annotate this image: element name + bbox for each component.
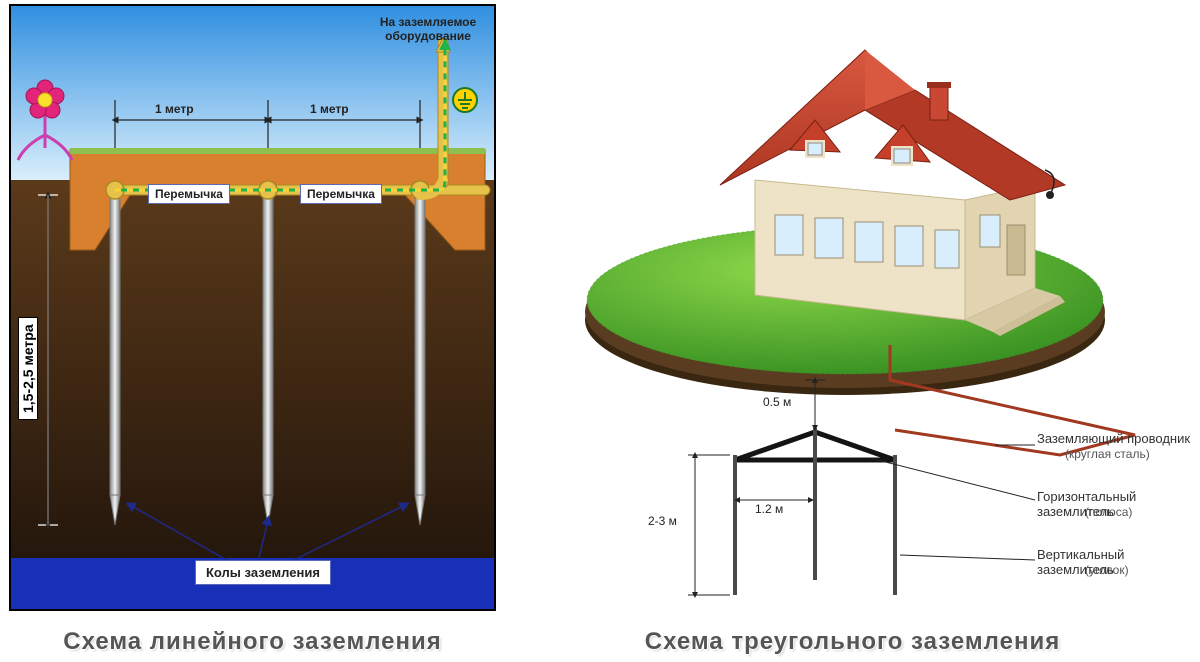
meter-label-2: 1 метр: [310, 102, 349, 116]
dim-label-23m: 2-3 м: [648, 514, 677, 528]
dim-stake: [688, 455, 730, 595]
stakes-label: Колы заземления: [195, 560, 331, 585]
jumper-label-1: Перемычка: [148, 184, 230, 204]
left-caption: Схема линейного заземления: [0, 628, 505, 656]
ground-symbol-icon: [453, 88, 477, 112]
meter-label-1: 1 метр: [155, 102, 194, 116]
house-icon: [720, 50, 1065, 336]
jumper-label-2: Перемычка: [300, 184, 382, 204]
linear-svg: [0, 0, 505, 620]
equipment-label: На заземляемое оборудование: [363, 15, 493, 43]
depth-label: 1,5-2,5 метра: [18, 317, 38, 420]
dim-label-12m: 1.2 м: [755, 502, 783, 516]
dim-label-05m: 0.5 м: [763, 395, 791, 409]
conductor-sub: (круглая сталь): [1065, 448, 1150, 462]
horiz-sub: (полоса): [1085, 506, 1132, 520]
conductor-label: Заземляющий проводник: [1037, 432, 1190, 447]
right-caption: Схема треугольного заземления: [505, 628, 1200, 656]
triangular-grounding-diagram: 0.5 м 2-3 м 1.2 м Заземляющий проводник …: [505, 0, 1200, 662]
vert-sub: (уголок): [1085, 564, 1129, 578]
right-svg: [505, 0, 1200, 620]
linear-grounding-diagram: На заземляемое оборудование 1 метр 1 мет…: [0, 0, 505, 662]
